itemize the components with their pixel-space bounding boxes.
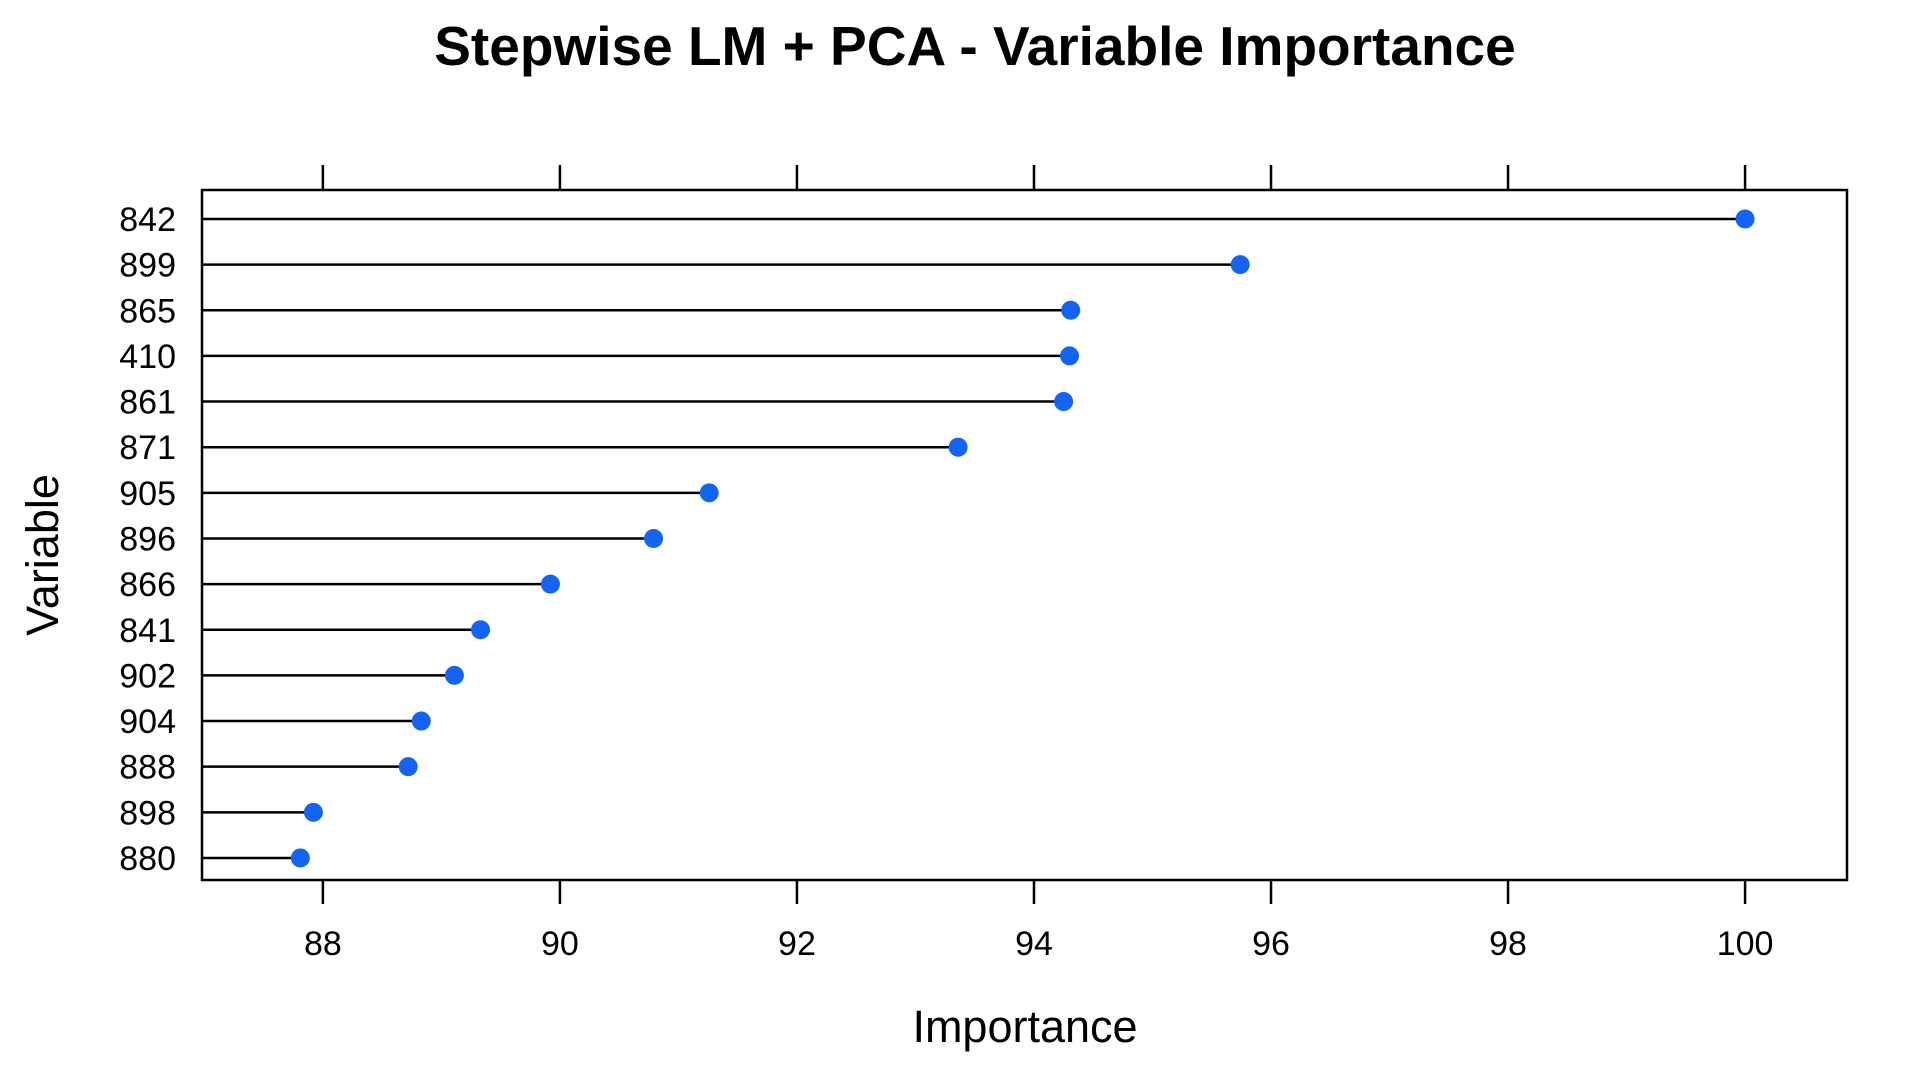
category-label-410: 410	[119, 338, 176, 376]
point-902	[444, 665, 464, 685]
x-tick-label-100: 100	[1717, 925, 1774, 963]
category-label-904: 904	[119, 703, 176, 741]
x-tick-label-98: 98	[1489, 925, 1527, 963]
point-842	[1735, 209, 1755, 229]
category-label-898: 898	[119, 794, 176, 832]
x-tick-label-96: 96	[1252, 925, 1290, 963]
x-tick-label-92: 92	[778, 925, 816, 963]
category-label-841: 841	[119, 612, 176, 650]
category-label-880: 880	[119, 840, 176, 878]
category-label-899: 899	[119, 247, 176, 285]
top-ticks-layer	[321, 165, 1747, 190]
y-axis-label: Variable	[17, 474, 68, 636]
chart-title: Stepwise LM + PCA - Variable Importance	[434, 15, 1515, 77]
point-896	[644, 528, 664, 548]
x-tick-label-90: 90	[541, 925, 579, 963]
category-label-896: 896	[119, 520, 176, 558]
point-865	[1061, 300, 1081, 320]
point-905	[699, 483, 719, 503]
category-label-866: 866	[119, 566, 176, 604]
point-410	[1060, 346, 1080, 366]
plot-frame	[200, 188, 1849, 882]
point-904	[411, 711, 431, 731]
x-tick-label-88: 88	[304, 925, 342, 963]
category-label-871: 871	[119, 429, 176, 467]
category-label-905: 905	[119, 475, 176, 513]
point-871	[948, 437, 968, 457]
x-tick-label-94: 94	[1015, 925, 1053, 963]
point-899	[1230, 255, 1250, 275]
category-label-865: 865	[119, 292, 176, 330]
point-880	[290, 848, 310, 868]
bottom-ticks-layer: 88 90 92 94 96 98 100	[304, 880, 1773, 963]
category-label-842: 842	[119, 201, 176, 239]
category-label-902: 902	[119, 657, 176, 695]
stems-layer	[202, 217, 1746, 860]
x-axis-label: Importance	[912, 1001, 1137, 1052]
point-841	[471, 620, 491, 640]
point-898	[303, 802, 323, 822]
category-labels-layer: 842 899 865 410 861 871 905 896 866 841 902 904 888 8…	[119, 201, 176, 878]
points-layer	[290, 209, 1755, 868]
point-866	[540, 574, 560, 594]
category-label-888: 888	[119, 749, 176, 787]
point-861	[1054, 392, 1074, 412]
category-label-861: 861	[119, 384, 176, 422]
point-888	[398, 757, 418, 777]
